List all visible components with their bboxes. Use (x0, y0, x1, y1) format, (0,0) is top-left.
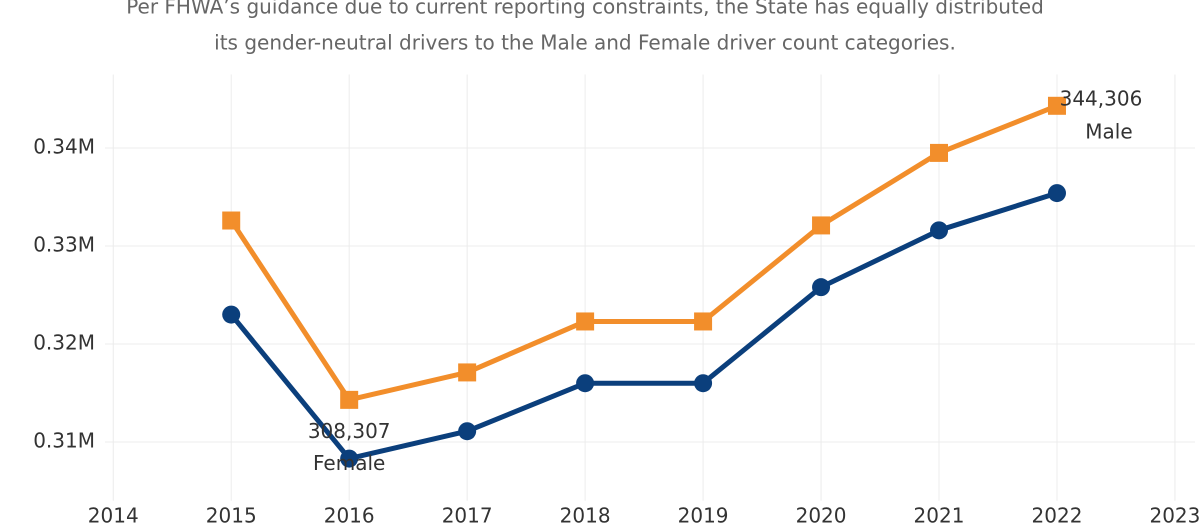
marker (222, 305, 241, 324)
marker (812, 216, 831, 235)
y-tick-label: 0.31M (33, 429, 95, 453)
x-tick-label: 2019 (678, 504, 729, 528)
x-tick-label: 2015 (206, 504, 257, 528)
subtitle-line: Per FHWA’s guidance due to current repor… (126, 0, 1044, 19)
marker (694, 312, 713, 331)
y-tick-label: 0.34M (33, 135, 95, 159)
marker (1047, 184, 1066, 203)
y-tick-label: 0.33M (33, 233, 95, 257)
x-tick-label: 2014 (88, 504, 139, 528)
data-label: 344,306 (1060, 86, 1143, 110)
marker (576, 312, 595, 331)
series-line (229, 103, 1058, 403)
x-tick-label: 2021 (914, 504, 965, 528)
x-tick-label: 2017 (442, 504, 493, 528)
marker (340, 449, 359, 468)
marker (1047, 96, 1066, 115)
marker (222, 211, 241, 230)
x-tick-label: 2018 (560, 504, 611, 528)
marker (930, 143, 949, 162)
x-tick-label: 2022 (1032, 504, 1083, 528)
marker (458, 363, 477, 382)
grid (105, 74, 1195, 501)
x-tick-label: 2023 (1149, 504, 1200, 528)
marker (458, 422, 477, 441)
x-tick-label: 2020 (796, 504, 847, 528)
x-tick-label: 2016 (324, 504, 375, 528)
subtitle-line: its gender-neutral drivers to the Male a… (214, 31, 956, 55)
data-label: 308,307 (308, 419, 391, 443)
marker (340, 390, 359, 409)
marker (812, 278, 831, 297)
series-line (229, 190, 1058, 462)
marker (930, 221, 949, 240)
series-label: Male (1085, 119, 1132, 143)
series-label: Female (313, 451, 385, 475)
marker (694, 374, 713, 393)
marker (576, 374, 595, 393)
y-tick-label: 0.32M (33, 331, 95, 355)
